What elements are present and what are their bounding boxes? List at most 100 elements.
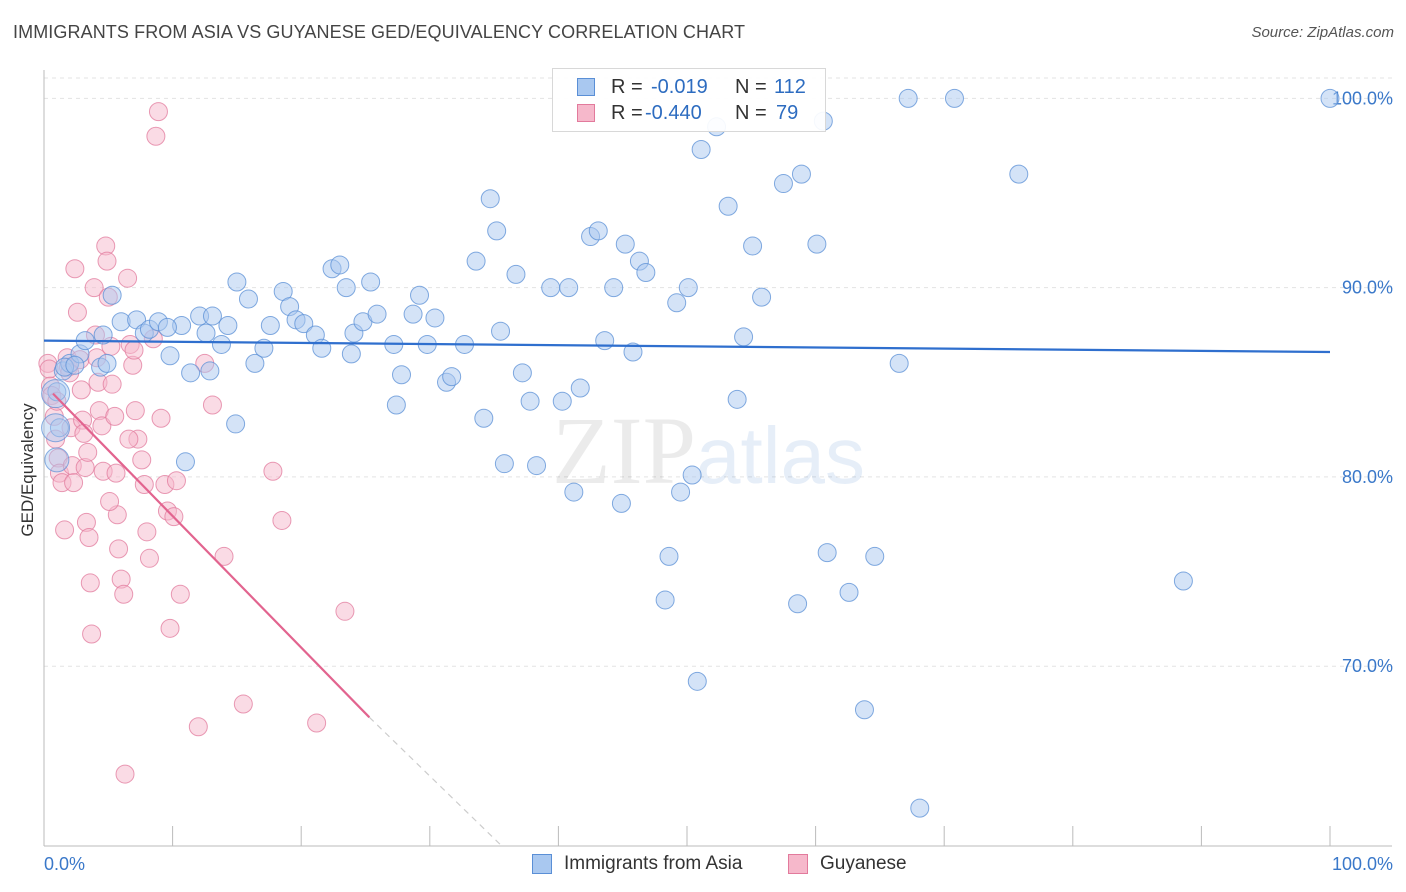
asia-point bbox=[487, 221, 507, 241]
asia-point bbox=[218, 316, 238, 336]
asia-swatch-icon bbox=[577, 78, 595, 96]
asia-point bbox=[611, 493, 631, 513]
asia-point bbox=[791, 164, 811, 184]
asia-point bbox=[691, 139, 711, 159]
asia-point bbox=[330, 255, 350, 275]
guyanese-point bbox=[82, 624, 102, 644]
asia-point bbox=[474, 408, 494, 428]
watermark: ZIPatlas bbox=[552, 395, 865, 506]
guyanese-point bbox=[119, 429, 139, 449]
asia-point bbox=[102, 285, 122, 305]
asia-point bbox=[245, 353, 265, 373]
guyanese-swatch-icon bbox=[577, 104, 595, 122]
asia-point bbox=[200, 361, 220, 381]
asia-point bbox=[718, 196, 738, 216]
guyanese-legend-icon bbox=[788, 854, 808, 874]
guyanese-point bbox=[106, 463, 126, 483]
asia-point bbox=[588, 221, 608, 241]
guyanese-point bbox=[124, 340, 144, 360]
guyanese-point bbox=[263, 461, 283, 481]
guyanese-point bbox=[272, 510, 292, 530]
asia-point bbox=[889, 353, 909, 373]
chart-title: IMMIGRANTS FROM ASIA VS GUYANESE GED/EQU… bbox=[13, 22, 746, 42]
legend-row-guyanese: R = -0.440 N = 79 bbox=[553, 100, 825, 126]
guyanese-trend-extension bbox=[368, 716, 503, 847]
asia-point bbox=[636, 263, 656, 283]
x-tick-label-min: 0.0% bbox=[44, 854, 85, 874]
asia-point bbox=[211, 334, 231, 354]
asia-point bbox=[386, 395, 406, 415]
asia-point-cluster bbox=[41, 413, 71, 443]
guyanese-point bbox=[146, 126, 166, 146]
asia-point bbox=[541, 278, 561, 298]
asia-point bbox=[491, 321, 511, 341]
guyanese-point bbox=[170, 584, 190, 604]
asia-point bbox=[65, 355, 85, 375]
legend-n-label: N = bbox=[735, 76, 767, 98]
guyanese-point bbox=[188, 717, 208, 737]
asia-point bbox=[238, 289, 258, 309]
guyanese-point bbox=[55, 520, 75, 540]
asia-point bbox=[865, 546, 885, 566]
asia-point bbox=[1009, 164, 1029, 184]
guyanese-point bbox=[114, 584, 134, 604]
asia-point bbox=[361, 272, 381, 292]
asia-point bbox=[727, 389, 747, 409]
correlation-legend: R = -0.019 N = 112 R = -0.440 N = 79 bbox=[552, 68, 826, 132]
guyanese-point bbox=[97, 251, 117, 271]
asia-point bbox=[604, 278, 624, 298]
guyanese-point bbox=[118, 268, 138, 288]
asia-point bbox=[294, 314, 314, 334]
asia-point bbox=[480, 189, 500, 209]
guyanese-point bbox=[307, 713, 327, 733]
asia-points bbox=[47, 88, 1340, 818]
asia-point bbox=[671, 482, 691, 502]
asia-point bbox=[93, 325, 113, 345]
guyanese-point bbox=[233, 694, 253, 714]
guyanese-point bbox=[65, 259, 85, 279]
asia-trend-line bbox=[43, 339, 1331, 354]
asia-point bbox=[410, 285, 430, 305]
guyanese-point bbox=[67, 302, 87, 322]
asia-point bbox=[226, 414, 246, 434]
guyanese-point bbox=[92, 416, 112, 436]
asia-point bbox=[570, 378, 590, 398]
legend-n-label: N = bbox=[735, 102, 767, 124]
asia-point bbox=[196, 323, 216, 343]
asia-point bbox=[682, 465, 702, 485]
guyanese-trend-line bbox=[52, 392, 371, 719]
asia-point bbox=[392, 365, 412, 385]
asia-legend-icon bbox=[532, 854, 552, 874]
guyanese-point bbox=[148, 102, 168, 122]
asia-point bbox=[1320, 88, 1340, 108]
asia-point bbox=[817, 543, 837, 563]
legend-n-value: 112 bbox=[774, 76, 806, 98]
asia-point bbox=[944, 88, 964, 108]
y-tick-label: 100.0% bbox=[1332, 88, 1393, 108]
asia-point bbox=[1173, 571, 1193, 591]
legend-r-value: -0.440 bbox=[645, 102, 702, 124]
asia-point bbox=[367, 304, 387, 324]
asia-point bbox=[667, 293, 687, 313]
legend-r-value: -0.019 bbox=[651, 76, 708, 98]
asia-point bbox=[854, 700, 874, 720]
asia-point bbox=[773, 174, 793, 194]
asia-point bbox=[260, 316, 280, 336]
asia-point bbox=[97, 353, 117, 373]
asia-point bbox=[807, 234, 827, 254]
guyanese-point bbox=[115, 764, 135, 784]
legend-r-label: R = bbox=[611, 76, 643, 98]
asia-point bbox=[49, 418, 69, 438]
guyanese-point bbox=[84, 278, 104, 298]
guyanese-point bbox=[214, 546, 234, 566]
asia-point bbox=[506, 264, 526, 284]
y-axis-title: GED/Equivalency bbox=[18, 403, 37, 537]
y-tick-label: 70.0% bbox=[1342, 656, 1393, 676]
guyanese-points bbox=[38, 102, 355, 784]
asia-point bbox=[227, 272, 247, 292]
asia-legend-label: Immigrants from Asia bbox=[564, 853, 743, 874]
asia-point bbox=[202, 306, 222, 326]
asia-point bbox=[527, 456, 547, 476]
legend-n-value: 79 bbox=[776, 102, 799, 124]
asia-point bbox=[659, 546, 679, 566]
